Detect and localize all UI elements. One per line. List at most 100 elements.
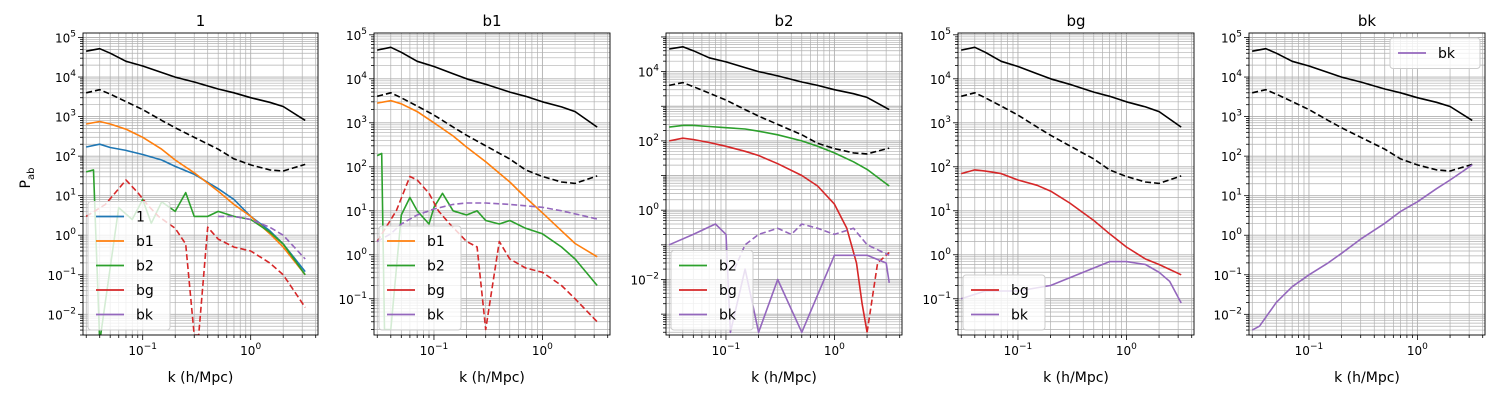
x-tick-label: 10−1 [1004,342,1033,358]
series-line-reference [377,46,598,128]
y-tick-label: 105 [1221,30,1242,46]
legend-label-bk: bk [136,308,154,324]
x-tick-label-exponent: 0 [1131,342,1137,352]
panel-title: bk [1358,12,1377,30]
legend-label-bk: bk [427,308,445,324]
y-tick-label: 104 [930,71,951,87]
y-tick-label-exponent: 0 [361,247,367,257]
y-tick-label-exponent: −2 [1229,306,1242,316]
y-tick-label-exponent: 1 [1236,188,1242,198]
y-tick-label: 103 [930,115,951,131]
x-axis-label: k (h/Mpc) [1334,370,1400,386]
y-tick-label: 104 [638,64,659,80]
grid [83,33,318,336]
series-line-bk-dashed [376,202,598,243]
y-tick-label: 100 [930,247,951,263]
legend-label-1: 1 [136,210,145,226]
legend: b1 b2 bg bk [378,225,462,331]
series-line-reference-dashed [669,81,890,155]
y-tick-label-exponent: 5 [1236,30,1242,40]
legend-label-bg: bg [427,283,445,299]
series-line-b1 [377,99,598,258]
y-tick-label-exponent: −2 [646,271,659,281]
y-tick-label-exponent: 2 [70,148,76,158]
panel-title: 1 [196,12,206,30]
series-group [1251,47,1473,331]
series-line-reference [86,47,306,122]
grid [1249,33,1485,336]
y-tick-label: 102 [346,159,367,175]
x-tick-label: 10−1 [1295,342,1324,358]
x-tick-label: 100 [824,342,845,358]
y-tick-label: 105 [55,30,76,46]
y-tick-label: 104 [346,71,367,87]
x-axis-label: k (h/Mpc) [168,370,234,386]
legend-label-bk: bk [719,308,737,324]
y-tick-label: 10−2 [630,271,659,287]
panel-title: b1 [482,12,501,30]
x-tick-label-exponent: −1 [435,342,448,352]
y-tick-label: 10−1 [922,291,951,307]
x-tick-label-exponent: 0 [1422,342,1428,352]
x-tick-label: 100 [1407,342,1428,358]
y-tick-label: 10−1 [1213,267,1242,283]
x-tick-label-exponent: −1 [144,342,157,352]
series-line-bg-dashed [85,179,306,335]
y-tick-label-exponent: 2 [361,159,367,169]
y-tick-label: 101 [346,203,367,219]
y-tick-label: 10−2 [1213,306,1242,322]
legend-label-bk: bk [1438,46,1456,62]
y-tick-label: 100 [1221,227,1242,243]
y-tick-label: 102 [930,159,951,175]
y-tick-label: 102 [1221,148,1242,164]
y-tick-label: 104 [55,69,76,85]
panel-title: b2 [774,12,793,30]
y-tick-label-exponent: 4 [945,71,951,81]
x-tick-label: 10−1 [420,342,449,358]
legend-box [87,201,171,331]
x-tick-label-exponent: −1 [1310,342,1323,352]
y-axis-label-subscript: ab [26,168,37,180]
series-line-bk-dashed [733,223,890,270]
series-line-bk [1251,164,1473,331]
y-tick-label: 100 [55,227,76,243]
legend-label-b2: b2 [136,259,154,275]
x-tick-label: 10−1 [128,342,157,358]
y-tick-label-exponent: 2 [945,159,951,169]
y-tick-label: 102 [55,148,76,164]
x-tick-label-exponent: −1 [727,342,740,352]
legend: 1 b1 b2 bg bk [87,201,171,331]
legend-label-b1: b1 [427,234,445,250]
series-line-reference-dashed [1252,88,1473,172]
series-line-bg [960,169,1182,276]
y-tick-label-exponent: −1 [938,291,951,301]
legend-label-b2: b2 [427,259,445,275]
y-tick-label: 10−2 [47,306,76,322]
series-line-1 [86,143,306,273]
y-tick-label-exponent: 2 [653,133,659,143]
series-group [668,46,890,334]
x-axis-label: k (h/Mpc) [1043,370,1109,386]
x-axis-label: k (h/Mpc) [751,370,817,386]
legend: bk [1389,37,1481,69]
y-tick-label-exponent: 5 [945,27,951,37]
legend-label-bk: bk [1011,308,1029,324]
y-tick-label-exponent: 1 [945,203,951,213]
y-tick-label-exponent: 3 [1236,109,1242,119]
legend-box [962,274,1046,331]
legend-box [378,225,462,331]
y-tick-label: 103 [346,115,367,131]
y-tick-label-exponent: 4 [361,71,367,81]
y-tick-label-exponent: 0 [653,202,659,212]
series-line-reference [1252,47,1473,122]
y-tick-label: 100 [638,202,659,218]
panel-3: 10−1 100 10−2 100 102 104 b2 k (h/Mpc) b2 bg bk [630,12,903,386]
series-line-reference-dashed [377,92,598,185]
y-tick-label: 10−1 [47,267,76,283]
series-line-reference-dashed [86,88,306,172]
series-line-bg [669,137,868,333]
legend-label-bg: bg [1011,283,1029,299]
